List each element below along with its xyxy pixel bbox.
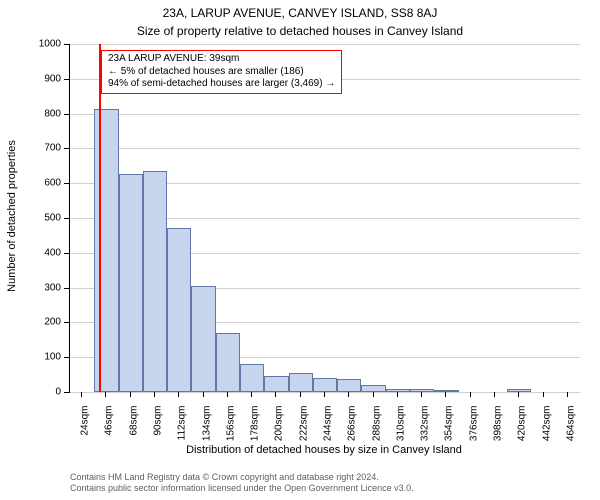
annotation-line-2: ← 5% of detached houses are smaller (186…	[108, 66, 335, 79]
attribution-line-2: Contains public sector information licen…	[70, 483, 414, 494]
x-tick-label: 332sqm	[420, 406, 431, 500]
x-tick	[348, 392, 349, 397]
x-tick	[518, 392, 519, 397]
x-tick	[494, 392, 495, 397]
x-tick-label: 90sqm	[153, 406, 164, 500]
x-tick-label: 24sqm	[80, 406, 91, 500]
y-tick	[64, 357, 69, 358]
annotation-line-3: 94% of semi-detached houses are larger (…	[108, 78, 335, 91]
y-tick	[64, 253, 69, 254]
x-tick	[154, 392, 155, 397]
x-tick-label: 46sqm	[104, 406, 115, 500]
chart-container: { "chart": { "type": "histogram", "width…	[0, 0, 600, 500]
x-tick	[81, 392, 82, 397]
y-tick-label: 500	[0, 213, 61, 224]
x-tick	[105, 392, 106, 397]
histogram-bar	[167, 228, 191, 392]
x-tick-label: 244sqm	[323, 406, 334, 500]
x-tick	[203, 392, 204, 397]
x-tick-label: 178sqm	[250, 406, 261, 500]
x-tick-label: 354sqm	[444, 406, 455, 500]
gridline-h	[70, 148, 580, 149]
x-tick-label: 398sqm	[493, 406, 504, 500]
x-tick-label: 112sqm	[177, 406, 188, 500]
x-tick	[373, 392, 374, 397]
histogram-bar	[289, 373, 313, 392]
x-tick	[178, 392, 179, 397]
y-tick-label: 200	[0, 317, 61, 328]
y-tick-label: 800	[0, 108, 61, 119]
x-tick-label: 200sqm	[274, 406, 285, 500]
y-tick-label: 1000	[0, 39, 61, 50]
x-tick	[445, 392, 446, 397]
x-tick-label: 288sqm	[371, 406, 382, 500]
gridline-h	[70, 392, 580, 393]
histogram-bar	[386, 389, 410, 392]
x-tick	[397, 392, 398, 397]
x-tick	[421, 392, 422, 397]
annotation-line-1: 23A LARUP AVENUE: 39sqm	[108, 53, 335, 66]
histogram-bar	[361, 385, 385, 392]
histogram-bar	[410, 389, 434, 392]
x-tick	[300, 392, 301, 397]
x-tick-label: 156sqm	[225, 406, 236, 500]
x-tick-label: 442sqm	[541, 406, 552, 500]
chart-title: Size of property relative to detached ho…	[0, 24, 600, 38]
histogram-bar	[240, 364, 264, 392]
y-tick	[64, 218, 69, 219]
y-tick	[64, 322, 69, 323]
y-tick	[64, 148, 69, 149]
histogram-bar	[119, 174, 143, 392]
x-tick-label: 310sqm	[395, 406, 406, 500]
histogram-bar	[313, 378, 337, 392]
histogram-bar	[264, 376, 288, 392]
x-tick-label: 464sqm	[565, 406, 576, 500]
y-tick-label: 100	[0, 352, 61, 363]
y-tick	[64, 392, 69, 393]
annotation-box: 23A LARUP AVENUE: 39sqm ← 5% of detached…	[101, 50, 342, 94]
y-tick	[64, 288, 69, 289]
attribution: Contains HM Land Registry data © Crown c…	[70, 472, 414, 494]
histogram-bar	[191, 286, 215, 392]
gridline-h	[70, 44, 580, 45]
y-tick-label: 900	[0, 73, 61, 84]
x-tick	[324, 392, 325, 397]
chart-supertitle: 23A, LARUP AVENUE, CANVEY ISLAND, SS8 8A…	[0, 6, 600, 20]
plot-area	[69, 44, 580, 393]
x-tick	[543, 392, 544, 397]
x-tick-label: 68sqm	[128, 406, 139, 500]
attribution-line-1: Contains HM Land Registry data © Crown c…	[70, 472, 414, 483]
x-tick	[567, 392, 568, 397]
reference-line	[99, 44, 101, 392]
histogram-bar	[434, 390, 458, 392]
y-tick	[64, 79, 69, 80]
histogram-bar	[507, 389, 531, 392]
y-tick	[64, 114, 69, 115]
x-tick	[251, 392, 252, 397]
x-tick-label: 376sqm	[468, 406, 479, 500]
x-tick-label: 134sqm	[201, 406, 212, 500]
x-tick-label: 222sqm	[298, 406, 309, 500]
y-tick-label: 600	[0, 178, 61, 189]
y-tick-label: 400	[0, 247, 61, 258]
histogram-bar	[143, 171, 167, 392]
histogram-bar	[216, 333, 240, 392]
y-tick	[64, 44, 69, 45]
x-tick	[470, 392, 471, 397]
y-tick-label: 300	[0, 282, 61, 293]
histogram-bar	[337, 379, 361, 392]
x-tick	[130, 392, 131, 397]
y-tick-label: 0	[0, 387, 61, 398]
gridline-h	[70, 114, 580, 115]
x-tick	[275, 392, 276, 397]
x-tick-label: 420sqm	[517, 406, 528, 500]
y-tick	[64, 183, 69, 184]
x-tick-label: 266sqm	[347, 406, 358, 500]
y-tick-label: 700	[0, 143, 61, 154]
x-tick	[227, 392, 228, 397]
